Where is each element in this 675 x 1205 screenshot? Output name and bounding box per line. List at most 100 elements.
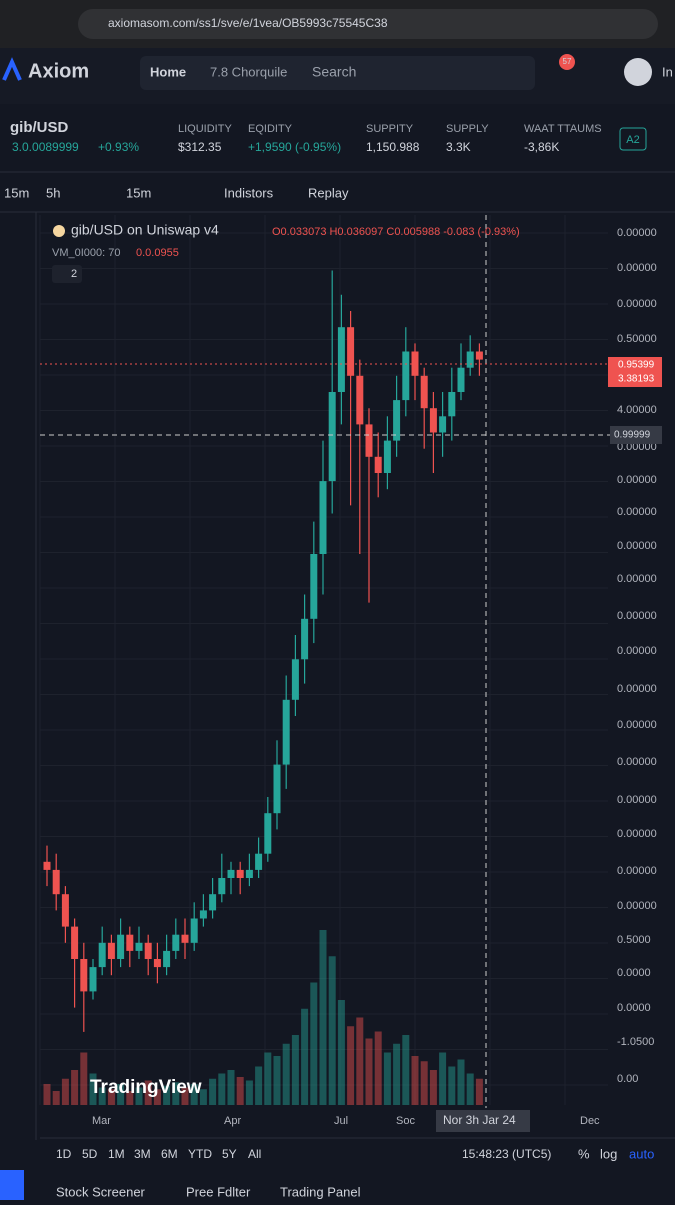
range-button[interactable]: YTD <box>188 1147 212 1161</box>
toolbar-item[interactable]: Replay <box>308 185 349 200</box>
price-label: 0.00000 <box>617 683 657 695</box>
volume-bar <box>199 1089 207 1105</box>
price-label: 0.00000 <box>617 298 657 310</box>
candle-body <box>301 618 309 660</box>
collapse-btn[interactable] <box>52 265 82 283</box>
stat-value: +1,9590 (-0.95%) <box>248 140 341 154</box>
last-price-2: 3.38193 <box>618 374 655 385</box>
price-label: 0.00000 <box>617 794 657 806</box>
star-button[interactable] <box>0 1170 24 1200</box>
legend-ohlc: O0.033073 H0.036097 C0.005988 -0.083 (-0… <box>272 226 520 238</box>
footer-tab[interactable]: Trading Panel <box>280 1184 361 1199</box>
time-label: Mar <box>92 1115 111 1127</box>
url: axiomasom.com/ss1/sve/e/1vea/OB5993c7554… <box>108 16 388 30</box>
time-crosshair: Nor 3h Jar 24 <box>443 1113 516 1127</box>
price-label: 0.00000 <box>617 645 657 657</box>
tag-box <box>619 127 647 151</box>
volume-bar <box>383 1052 391 1105</box>
volume-bar <box>71 1070 79 1105</box>
toolbar-item[interactable]: 15m <box>126 185 151 200</box>
volume-bar <box>98 1087 106 1105</box>
percent-toggle[interactable]: % <box>578 1146 590 1161</box>
volume-bar <box>282 1043 290 1105</box>
candle-body <box>135 942 143 951</box>
nav-menu <box>140 56 535 90</box>
address-bar[interactable] <box>78 9 658 39</box>
volume-bar <box>227 1070 235 1105</box>
nav-search[interactable]: Search <box>312 64 356 80</box>
volume-bar <box>402 1035 410 1105</box>
avatar[interactable] <box>624 58 652 86</box>
price-label: -1.0500 <box>617 1036 654 1048</box>
candle-body <box>43 861 51 870</box>
legend-vm: VM_0I000: 70 <box>52 247 121 259</box>
candle-body <box>291 659 299 700</box>
candle-body <box>273 764 281 814</box>
price-label: 0.50000 <box>617 333 657 345</box>
range-button[interactable]: 6M <box>161 1147 178 1161</box>
range-button[interactable]: 1D <box>56 1147 72 1161</box>
stat-label: LIQUIDITY <box>178 123 232 135</box>
stat-label: SUPPITY <box>366 123 414 135</box>
candle-body <box>264 813 272 854</box>
volume-bar <box>310 982 318 1105</box>
price-label: 0.00 <box>617 1073 638 1085</box>
badge-count: 57 <box>563 57 572 66</box>
price-label: 0.0000 <box>617 1002 651 1014</box>
time-label: Jul <box>334 1115 348 1127</box>
candle-body <box>457 367 465 392</box>
candle-body <box>356 375 364 425</box>
volume-bar <box>209 1078 217 1105</box>
candle-body <box>126 934 134 951</box>
volume-bar <box>107 1089 115 1105</box>
stat-value: 3.3K <box>446 140 471 154</box>
volume-bar <box>245 1080 253 1105</box>
volume-bar <box>466 1073 474 1105</box>
crosshair-price: 0.99999 <box>614 430 651 441</box>
nav-home[interactable]: Home <box>150 64 186 79</box>
toolbar-item[interactable]: Indistors <box>224 185 274 200</box>
clock: 15:48:23 (UTC5) <box>462 1147 551 1161</box>
range-button[interactable]: All <box>248 1147 261 1161</box>
crosshair-tag <box>610 426 662 444</box>
price-label: 0.00000 <box>617 506 657 518</box>
candle-body <box>117 934 125 959</box>
auto-toggle[interactable]: auto <box>629 1146 654 1161</box>
candle-body <box>163 950 171 968</box>
volume-bar <box>255 1066 263 1105</box>
footer-tab[interactable]: Stock Screener <box>56 1184 146 1199</box>
volume-bar <box>457 1059 465 1105</box>
price-label: 0.00000 <box>617 573 657 585</box>
range-button[interactable]: 5D <box>82 1147 98 1161</box>
range-button[interactable]: 5Y <box>222 1147 237 1161</box>
toolbar-item[interactable]: 15m <box>4 185 29 200</box>
price-label: 0.00000 <box>617 262 657 274</box>
toolbar-item[interactable]: 5h <box>46 185 60 200</box>
footer-tab[interactable]: Pree Fdlter <box>186 1184 251 1199</box>
legend-vm-value: 0.0.0955 <box>136 247 179 259</box>
logo: Axiom <box>28 60 89 82</box>
volume-bar <box>153 1089 161 1105</box>
candle-body <box>282 699 290 765</box>
range-button[interactable]: 1M <box>108 1147 125 1161</box>
volume-bar <box>475 1078 483 1105</box>
volume-bar <box>43 1084 51 1105</box>
candle-body <box>337 327 345 392</box>
price-label: 0.00000 <box>617 900 657 912</box>
time-label: Dec <box>580 1115 600 1127</box>
price-label: 0.00000 <box>617 474 657 486</box>
candle-body <box>52 869 60 895</box>
volume-bar <box>172 1082 180 1105</box>
volume-bar <box>80 1052 88 1105</box>
volume-bar <box>61 1078 69 1105</box>
candle-body <box>310 554 318 619</box>
tag: A2 <box>626 134 639 146</box>
candle-body <box>420 375 428 409</box>
log-toggle[interactable]: log <box>600 1146 617 1161</box>
volume-bar <box>328 956 336 1105</box>
nav-item[interactable]: 7.8 Chorquile <box>210 64 287 79</box>
range-button[interactable]: 3M <box>134 1147 151 1161</box>
price-label: 0.00000 <box>617 227 657 239</box>
price-label: 0.00000 <box>617 828 657 840</box>
volume-bar <box>89 1073 97 1105</box>
